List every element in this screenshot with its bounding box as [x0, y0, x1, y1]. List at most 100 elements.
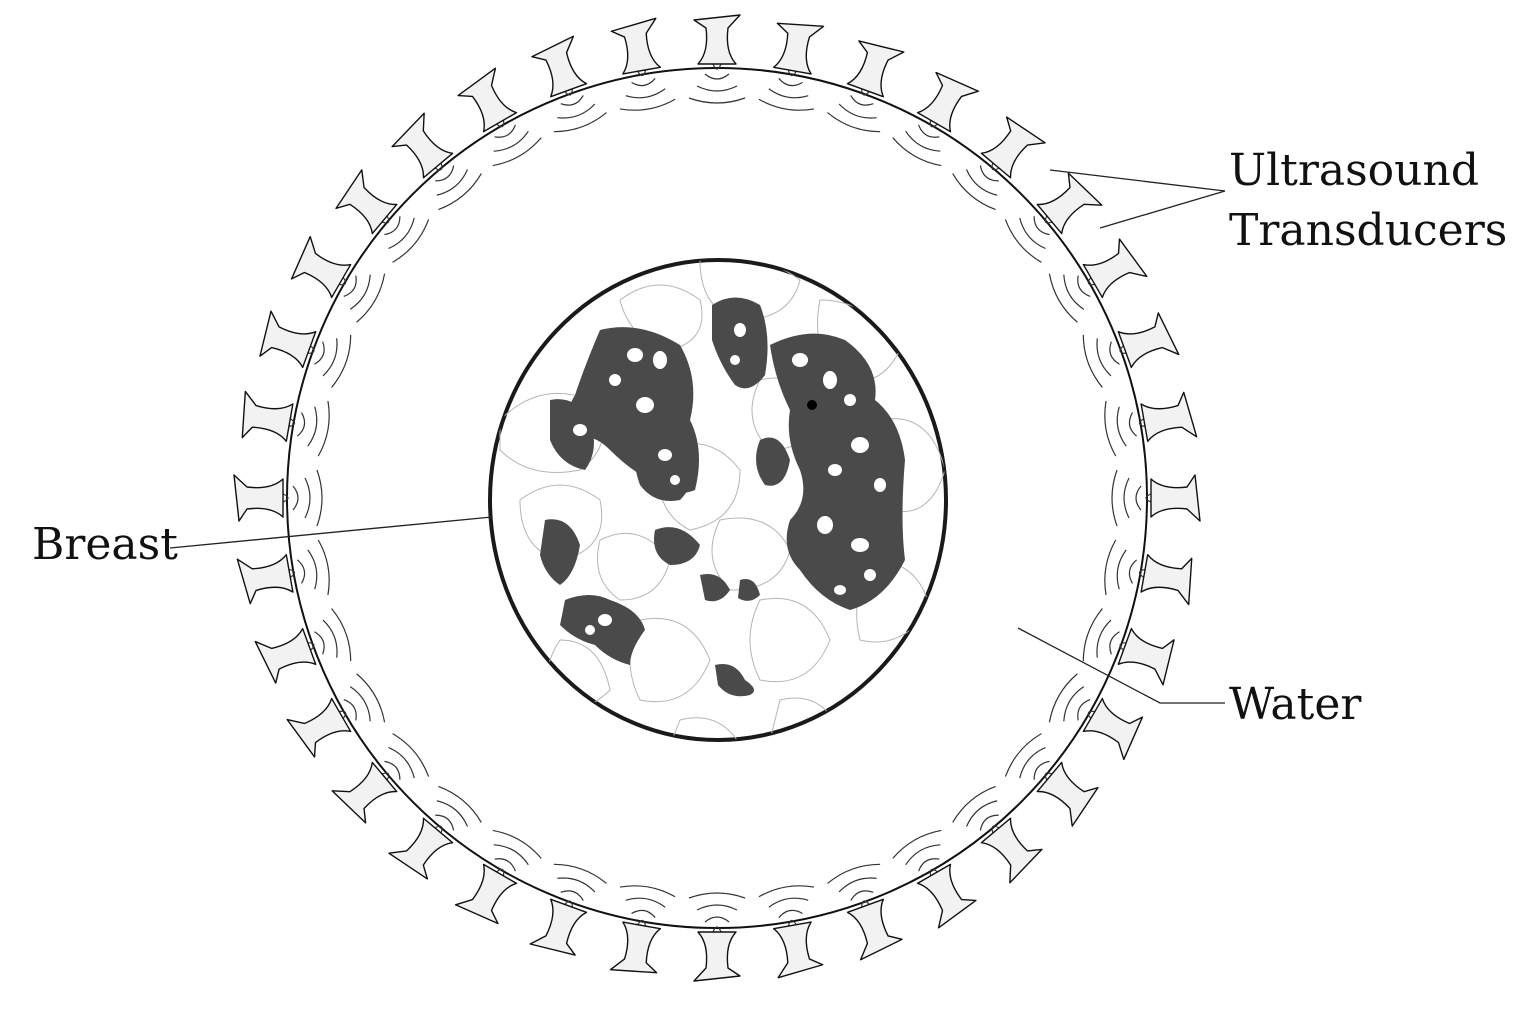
wave-arc	[288, 418, 296, 428]
wave-arc	[343, 275, 357, 297]
wave-arc	[339, 710, 347, 719]
transducer	[693, 14, 741, 65]
transducer-array	[233, 14, 1201, 982]
transducer	[236, 553, 294, 605]
dense-region	[738, 579, 760, 601]
transducer	[1140, 391, 1198, 443]
wave-arc	[349, 274, 371, 310]
wave-arcs	[952, 162, 1000, 211]
transducer	[335, 169, 398, 235]
wave-arc	[436, 800, 469, 827]
wave-arc	[991, 825, 1000, 834]
wave-arc	[1004, 733, 1042, 777]
transducer	[609, 921, 662, 974]
wave-arcs	[1104, 400, 1146, 457]
wave-arc	[1138, 568, 1146, 578]
transducer	[259, 310, 317, 369]
wave-arc	[827, 112, 881, 133]
wave-arc	[322, 619, 338, 658]
wave-arc	[381, 772, 390, 781]
wave-arc	[787, 69, 797, 77]
wave-arcs	[339, 673, 386, 723]
wave-arc	[296, 412, 306, 437]
wave-arc	[637, 919, 647, 927]
wave-arc	[979, 165, 999, 182]
wave-arc	[322, 338, 338, 377]
wave-arcs	[1048, 673, 1095, 723]
wave-arc	[1033, 216, 1050, 236]
wave-arc	[1104, 400, 1117, 457]
wave-arc	[331, 608, 352, 662]
wave-arc	[564, 900, 573, 908]
transducer-body	[1140, 391, 1198, 443]
transducer	[916, 71, 980, 133]
wave-arc	[343, 699, 357, 721]
wave-arc	[827, 863, 881, 884]
wave-arc	[991, 162, 1000, 171]
wave-arc	[619, 98, 676, 111]
wave-arc	[349, 686, 371, 722]
wave-arc	[850, 95, 874, 106]
wave-arcs	[1048, 273, 1095, 323]
wave-arc	[438, 173, 482, 211]
wave-arcs	[1004, 215, 1053, 263]
wave-arc	[307, 345, 315, 354]
tissue-inclusions	[573, 323, 886, 635]
transducer-body	[610, 17, 662, 75]
wave-arcs	[892, 120, 942, 167]
transducer	[772, 22, 825, 75]
wave-arc	[1044, 772, 1053, 781]
transducer-body	[531, 35, 588, 98]
wave-arc	[492, 137, 542, 167]
wave-arc	[1033, 760, 1050, 780]
transducers-label-line1: Ultrasound	[1229, 145, 1479, 196]
wave-arc	[965, 800, 998, 827]
transducer-body	[1036, 172, 1103, 235]
wave-arcs	[1004, 733, 1053, 781]
transducer-body	[1117, 312, 1180, 369]
wave-arcs	[827, 88, 881, 133]
transducer	[254, 627, 317, 684]
wave-arc	[1063, 274, 1085, 310]
wave-arcs	[892, 829, 942, 876]
transducer	[916, 863, 977, 929]
wave-arc	[1138, 418, 1146, 428]
wave-arc	[1048, 673, 1078, 723]
wave-arc	[434, 162, 443, 171]
wave-arc	[392, 733, 430, 777]
wave-arcs	[307, 334, 352, 388]
wave-arc	[838, 103, 877, 119]
wave-arc	[356, 673, 386, 723]
transducers-label-line2: Transducers	[1229, 205, 1507, 256]
wave-arc	[494, 124, 516, 138]
wave-arc	[1044, 215, 1053, 224]
transducer-body	[388, 817, 454, 880]
transducer-leader-lower	[1099, 190, 1226, 229]
transducer	[1117, 312, 1180, 369]
transducer-body	[290, 235, 352, 299]
wave-arc	[434, 825, 443, 834]
wave-arc	[564, 88, 573, 96]
wave-arc	[918, 124, 940, 138]
wave-arc	[965, 169, 998, 196]
wave-arcs	[827, 863, 881, 908]
wave-arc	[704, 916, 730, 923]
wave-arcs	[381, 733, 430, 781]
transducer	[1082, 238, 1148, 299]
wave-arc	[1119, 345, 1127, 354]
wave-arc	[288, 568, 296, 578]
wave-arc	[1116, 406, 1127, 447]
transducer	[846, 898, 903, 961]
transducer	[531, 35, 588, 98]
water-tank-ring	[286, 67, 1148, 929]
wave-arc	[778, 909, 803, 919]
wave-arc	[918, 858, 940, 872]
wave-arc	[892, 137, 942, 167]
transducer-body	[980, 116, 1046, 179]
wave-arc	[688, 97, 746, 104]
wave-arc	[787, 919, 797, 927]
wave-arc	[296, 559, 306, 584]
transducer	[772, 921, 824, 979]
wave-arc	[496, 120, 505, 128]
wave-arcs	[619, 69, 676, 111]
